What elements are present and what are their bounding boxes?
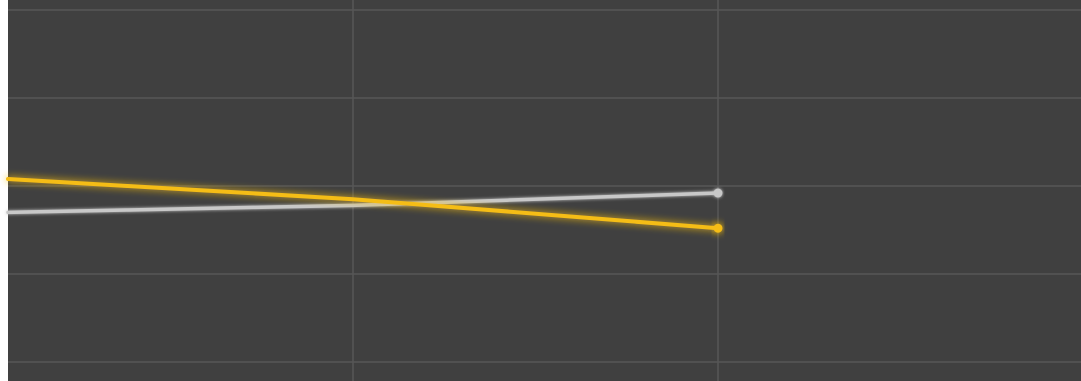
series-line-1	[6, 176, 720, 231]
series-line-2	[6, 191, 720, 215]
grid-lines	[8, 0, 1081, 381]
series-end-marker-2[interactable]	[713, 188, 723, 198]
series-lines	[6, 176, 723, 233]
series-end-marker-1[interactable]	[713, 223, 723, 233]
left-edge-strip	[0, 0, 8, 381]
